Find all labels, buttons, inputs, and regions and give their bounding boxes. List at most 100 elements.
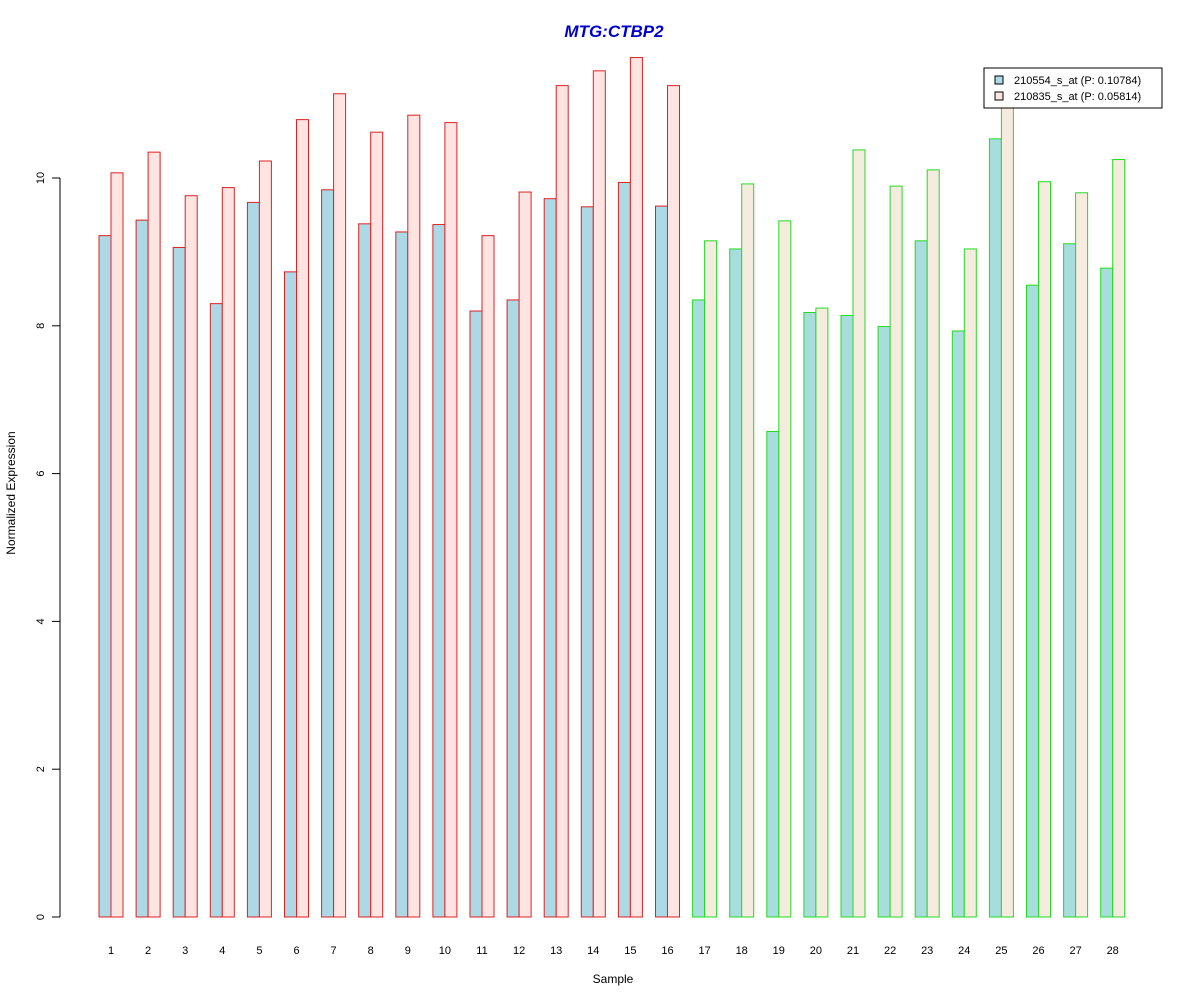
bar-sample-19-series-1 [766,430,780,918]
bar-sample-15-series-2 [629,57,643,918]
bar-sample-9-series-2 [407,114,421,918]
y-axis-label: Normalized Expression [4,431,18,554]
bar-sample-8-series-1 [358,223,372,918]
x-tick-label-10: 10 [439,945,451,957]
x-tick-label-26: 26 [1032,945,1044,957]
bar-sample-28-series-2 [1112,159,1126,918]
bar-sample-1-series-2 [110,172,124,918]
bar-sample-11-series-2 [481,235,495,918]
bar-sample-21-series-2 [852,149,866,918]
bar-sample-19-series-2 [778,220,792,918]
x-tick-label-23: 23 [921,945,933,957]
x-tick-label-5: 5 [256,945,262,957]
x-tick-label-13: 13 [550,945,562,957]
y-tick-label-0: 0 [35,914,47,920]
x-tick-label-11: 11 [476,945,487,957]
y-axis: 0 2 4 6 8 10 [35,172,61,920]
x-tick-label-18: 18 [736,945,748,957]
bar-sample-25-series-1 [988,138,1002,918]
bar-sample-12-series-2 [518,191,532,918]
x-tick-label-12: 12 [513,945,525,957]
bar-sample-24-series-1 [951,330,965,918]
x-tick-label-7: 7 [331,945,337,957]
x-tick-label-6: 6 [293,945,299,957]
bar-sample-10-series-2 [444,122,458,918]
bar-sample-14-series-1 [580,206,594,918]
x-tick-label-3: 3 [182,945,188,957]
bar-sample-18-series-2 [741,183,755,918]
x-tick-label-1: 1 [108,945,114,957]
x-tick-label-9: 9 [405,945,411,957]
bar-sample-24-series-2 [963,248,977,918]
x-tick-label-8: 8 [368,945,374,957]
x-tick-label-20: 20 [810,945,822,957]
bar-sample-26-series-1 [1026,284,1039,918]
bar-sample-5-series-1 [246,201,260,918]
bar-sample-17-series-2 [704,240,718,918]
legend-swatch-series-2 [994,91,1004,101]
bar-sample-23-series-1 [914,240,928,918]
y-tick-label-2: 2 [35,766,47,772]
bar-sample-26-series-2 [1038,181,1051,918]
bar-sample-5-series-2 [258,160,272,918]
bar-sample-7-series-2 [333,93,347,918]
legend-swatch-series-1 [994,75,1004,85]
bar-sample-23-series-2 [926,169,940,918]
y-tick-label-10: 10 [35,172,47,184]
bar-sample-1-series-1 [98,235,112,918]
x-tick-label-24: 24 [958,945,970,957]
x-tick-label-17: 17 [698,945,710,957]
bar-sample-2-series-1 [135,219,149,918]
chart-title: MTG:CTBP2 [564,22,664,41]
bar-sample-22-series-2 [889,185,903,918]
bar-sample-9-series-1 [395,231,409,918]
x-tick-label-16: 16 [661,945,673,957]
bar-sample-27-series-1 [1063,243,1077,918]
bar-sample-17-series-1 [692,299,706,918]
bar-sample-12-series-1 [506,299,520,918]
bar-sample-18-series-1 [729,248,743,918]
x-tick-label-19: 19 [773,945,785,957]
bar-sample-11-series-1 [469,310,483,918]
bar-sample-27-series-2 [1075,192,1089,918]
bar-sample-21-series-1 [840,314,854,918]
bar-sample-15-series-1 [617,181,631,918]
bar-sample-25-series-2 [1000,103,1014,918]
x-tick-label-28: 28 [1107,945,1119,957]
bar-sample-13-series-2 [555,85,569,918]
x-tick-label-25: 25 [995,945,1007,957]
x-axis-label: Sample [593,972,634,986]
legend: 210554_s_at (P: 0.10784) 210835_s_at (P:… [983,67,1163,109]
bar-sample-2-series-2 [147,151,161,918]
bar-sample-28-series-1 [1100,267,1114,918]
legend-label-series-2: 210835_s_at (P: 0.05814) [1014,91,1141,103]
y-tick-label-6: 6 [35,471,47,477]
x-axis: 1 2 3 4 5 6 7 8 9 10 11 12 13 14 15 16 17 18 19 20 21 22 23 24 2… [108,945,1119,957]
bar-sample-22-series-1 [877,326,891,918]
legend-label-series-1: 210554_s_at (P: 0.10784) [1014,75,1141,87]
bar-sample-3-series-1 [172,246,186,918]
bar-sample-20-series-2 [815,307,829,918]
x-tick-label-27: 27 [1069,945,1081,957]
bar-sample-16-series-1 [655,205,668,918]
bars-layer [98,57,1126,918]
bar-sample-6-series-2 [296,119,309,918]
y-tick-label-4: 4 [35,618,47,624]
x-tick-label-21: 21 [847,945,859,957]
bar-sample-6-series-1 [284,271,297,918]
bar-sample-10-series-1 [432,224,446,918]
bar-sample-4-series-2 [221,187,235,918]
x-tick-label-22: 22 [884,945,896,957]
y-tick-label-8: 8 [35,323,47,329]
bar-sample-13-series-1 [543,198,557,918]
legend-box [983,67,1163,109]
bar-sample-7-series-1 [321,189,335,918]
bar-sample-14-series-2 [592,70,606,918]
bar-sample-3-series-2 [184,195,198,918]
bar-sample-8-series-2 [370,131,384,918]
x-tick-label-15: 15 [624,945,636,957]
bar-sample-4-series-1 [209,303,223,918]
x-tick-label-14: 14 [587,945,599,957]
